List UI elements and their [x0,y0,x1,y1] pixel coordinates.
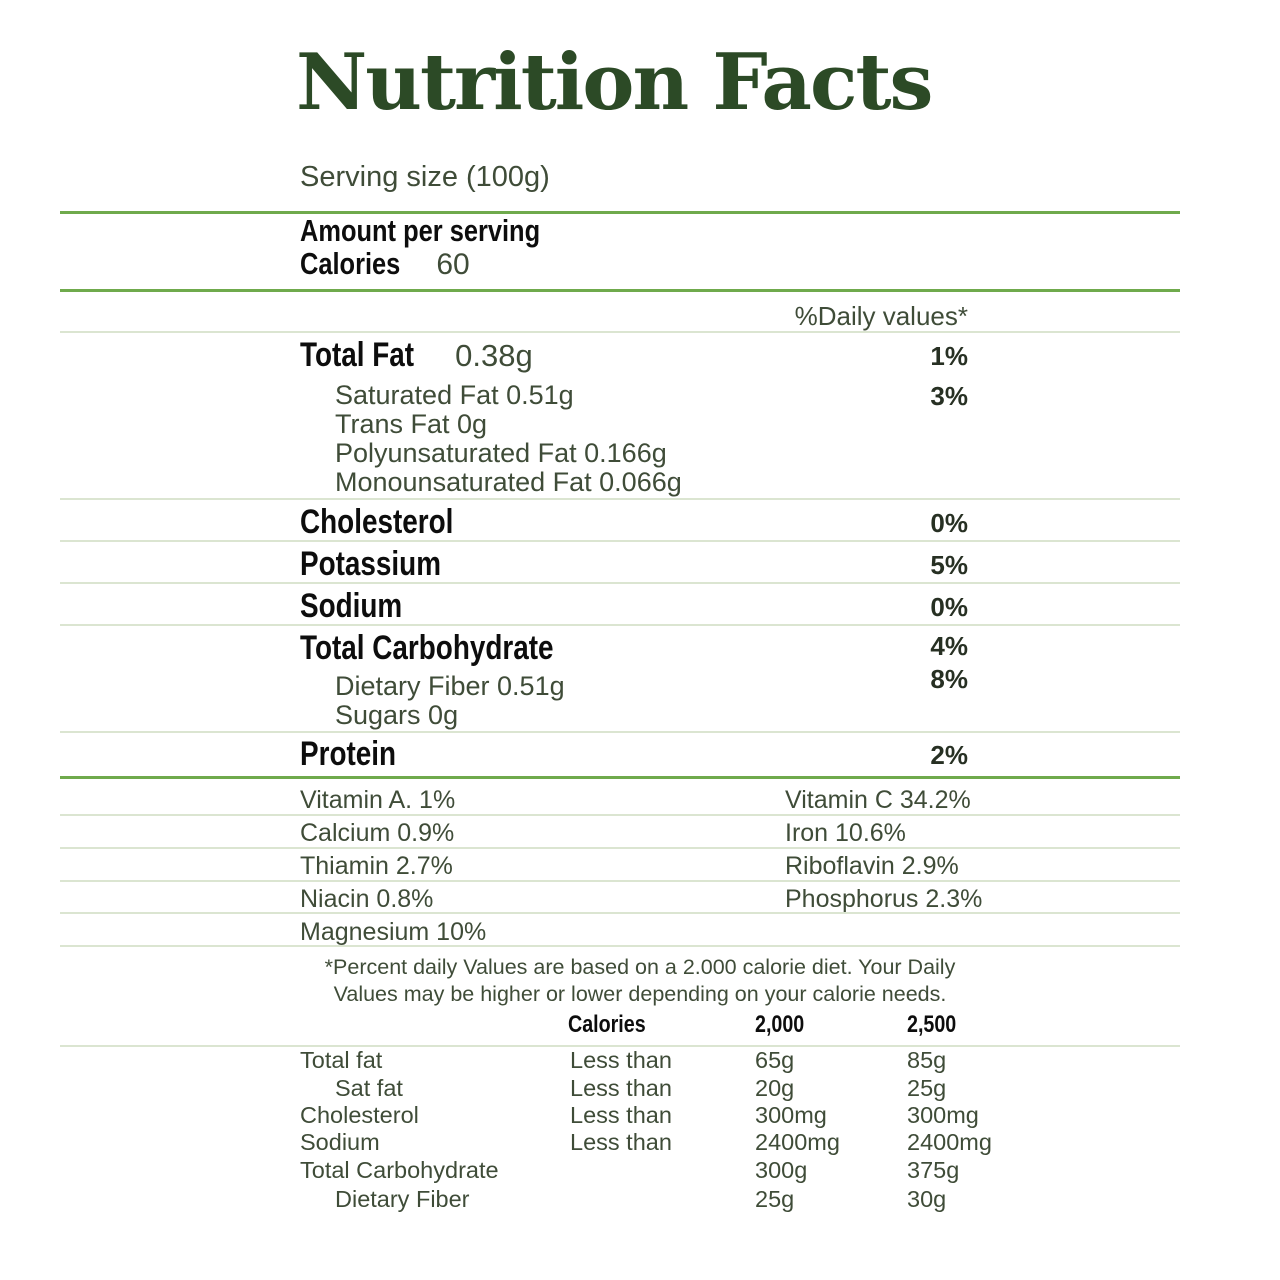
ref-row-cholesterol-qualifier: Less than [570,1102,672,1128]
page-title: Nutrition Facts [296,37,933,128]
divider-thin [60,731,1180,733]
ref-row-sodium-2000: 2400mg [755,1129,840,1155]
calories-row: Calories 60 [300,246,470,282]
micronutrient-niacin: Niacin 0.8% [300,885,434,913]
nutrient-row-cholesterol: Cholesterol [300,503,454,541]
total-fat-dv: 1% [930,341,968,371]
ref-table-header-2500: 2,500 [907,1011,957,1038]
ref-row-dietary-fiber-2500: 30g [907,1186,947,1212]
footnote-line-1: *Percent daily Values are based on a 2.0… [324,955,956,979]
footnote: *Percent daily Values are based on a 2.0… [290,954,990,1007]
divider-thin [60,847,1180,849]
ref-row-total-fat-2000: 65g [755,1047,795,1073]
ref-row-dietary-fiber-2000: 25g [755,1186,795,1212]
nutrient-row-total-fat: Total Fat 0.38g [300,336,533,375]
total-fat-label: Total Fat [300,336,415,374]
ref-row-total-carb-2000: 300g [755,1157,808,1183]
daily-values-header: %Daily values* [794,301,968,331]
micronutrient-vitamin-a: Vitamin A. 1% [300,786,456,814]
nutrient-row-sodium: Sodium [300,587,403,625]
divider-thin [60,582,1180,584]
micronutrient-iron: Iron 10.6% [785,819,906,847]
amount-per-serving-label: Amount per serving [300,213,541,248]
micronutrient-thiamin: Thiamin 2.7% [300,852,453,880]
ref-row-sodium-label: Sodium [300,1129,380,1155]
divider-thin [60,1045,1180,1047]
ref-row-cholesterol-2500: 300mg [907,1102,979,1128]
micronutrient-phosphorus: Phosphorus 2.3% [785,885,983,913]
potassium-dv: 5% [930,550,968,580]
ref-row-sodium-2500: 2400mg [907,1129,992,1155]
sodium-dv: 0% [930,592,968,622]
dietary-fiber: Dietary Fiber 0.51g [335,671,565,701]
total-fat-value: 0.38g [455,338,533,373]
saturated-fat: Saturated Fat 0.51g [335,380,574,410]
ref-row-dietary-fiber-label: Dietary Fiber [335,1186,470,1212]
monounsaturated-fat: Monounsaturated Fat 0.066g [335,467,682,497]
divider-strong [60,289,1180,292]
ref-row-sat-fat-label: Sat fat [335,1075,403,1101]
ref-table-header-calories: Calories [568,1011,646,1038]
divider-thin [60,624,1180,626]
trans-fat: Trans Fat 0g [335,409,488,439]
ref-row-total-fat-qualifier: Less than [570,1047,672,1073]
calories-value: 60 [436,248,470,281]
polyunsaturated-fat: Polyunsaturated Fat 0.166g [335,438,667,468]
divider-thin [60,912,1180,914]
ref-row-total-fat-2500: 85g [907,1047,947,1073]
ref-row-total-fat-label: Total fat [300,1047,383,1073]
cholesterol-dv: 0% [930,508,968,538]
divider-strong [60,776,1180,779]
micronutrient-vitamin-c: Vitamin C 34.2% [785,786,971,814]
calories-label: Calories [300,246,401,281]
total-carbohydrate-dv: 4% [930,631,968,661]
nutrient-row-total-carbohydrate: Total Carbohydrate [300,629,554,667]
nutrient-row-potassium: Potassium [300,545,442,583]
ref-row-total-carb-2500: 375g [907,1157,960,1183]
divider-thin [60,540,1180,542]
micronutrient-magnesium: Magnesium 10% [300,918,487,946]
ref-row-cholesterol-label: Cholesterol [300,1102,419,1128]
divider-thin [60,498,1180,500]
dietary-fiber-dv: 8% [930,664,968,694]
micronutrient-riboflavin: Riboflavin 2.9% [785,852,959,880]
ref-row-sodium-qualifier: Less than [570,1129,672,1155]
ref-table-header-2000: 2,000 [755,1011,805,1038]
protein-dv: 2% [930,740,968,770]
divider-thin [60,945,1180,947]
ref-row-sat-fat-2000: 20g [755,1075,795,1101]
ref-row-sat-fat-2500: 25g [907,1075,947,1101]
footnote-line-2: Values may be higher or lower depending … [333,981,947,1006]
serving-size: Serving size (100g) [300,161,550,193]
divider-strong [60,211,1180,214]
nutrient-row-protein: Protein [300,735,397,773]
saturated-fat-dv: 3% [930,381,968,411]
divider-thin [60,880,1180,882]
divider-thin [60,331,1180,333]
ref-row-cholesterol-2000: 300mg [755,1102,827,1128]
ref-row-total-carb-label: Total Carbohydrate [300,1157,499,1183]
ref-row-sat-fat-qualifier: Less than [570,1075,672,1101]
sugars: Sugars 0g [335,700,459,730]
micronutrient-calcium: Calcium 0.9% [300,819,455,847]
divider-thin [60,814,1180,816]
